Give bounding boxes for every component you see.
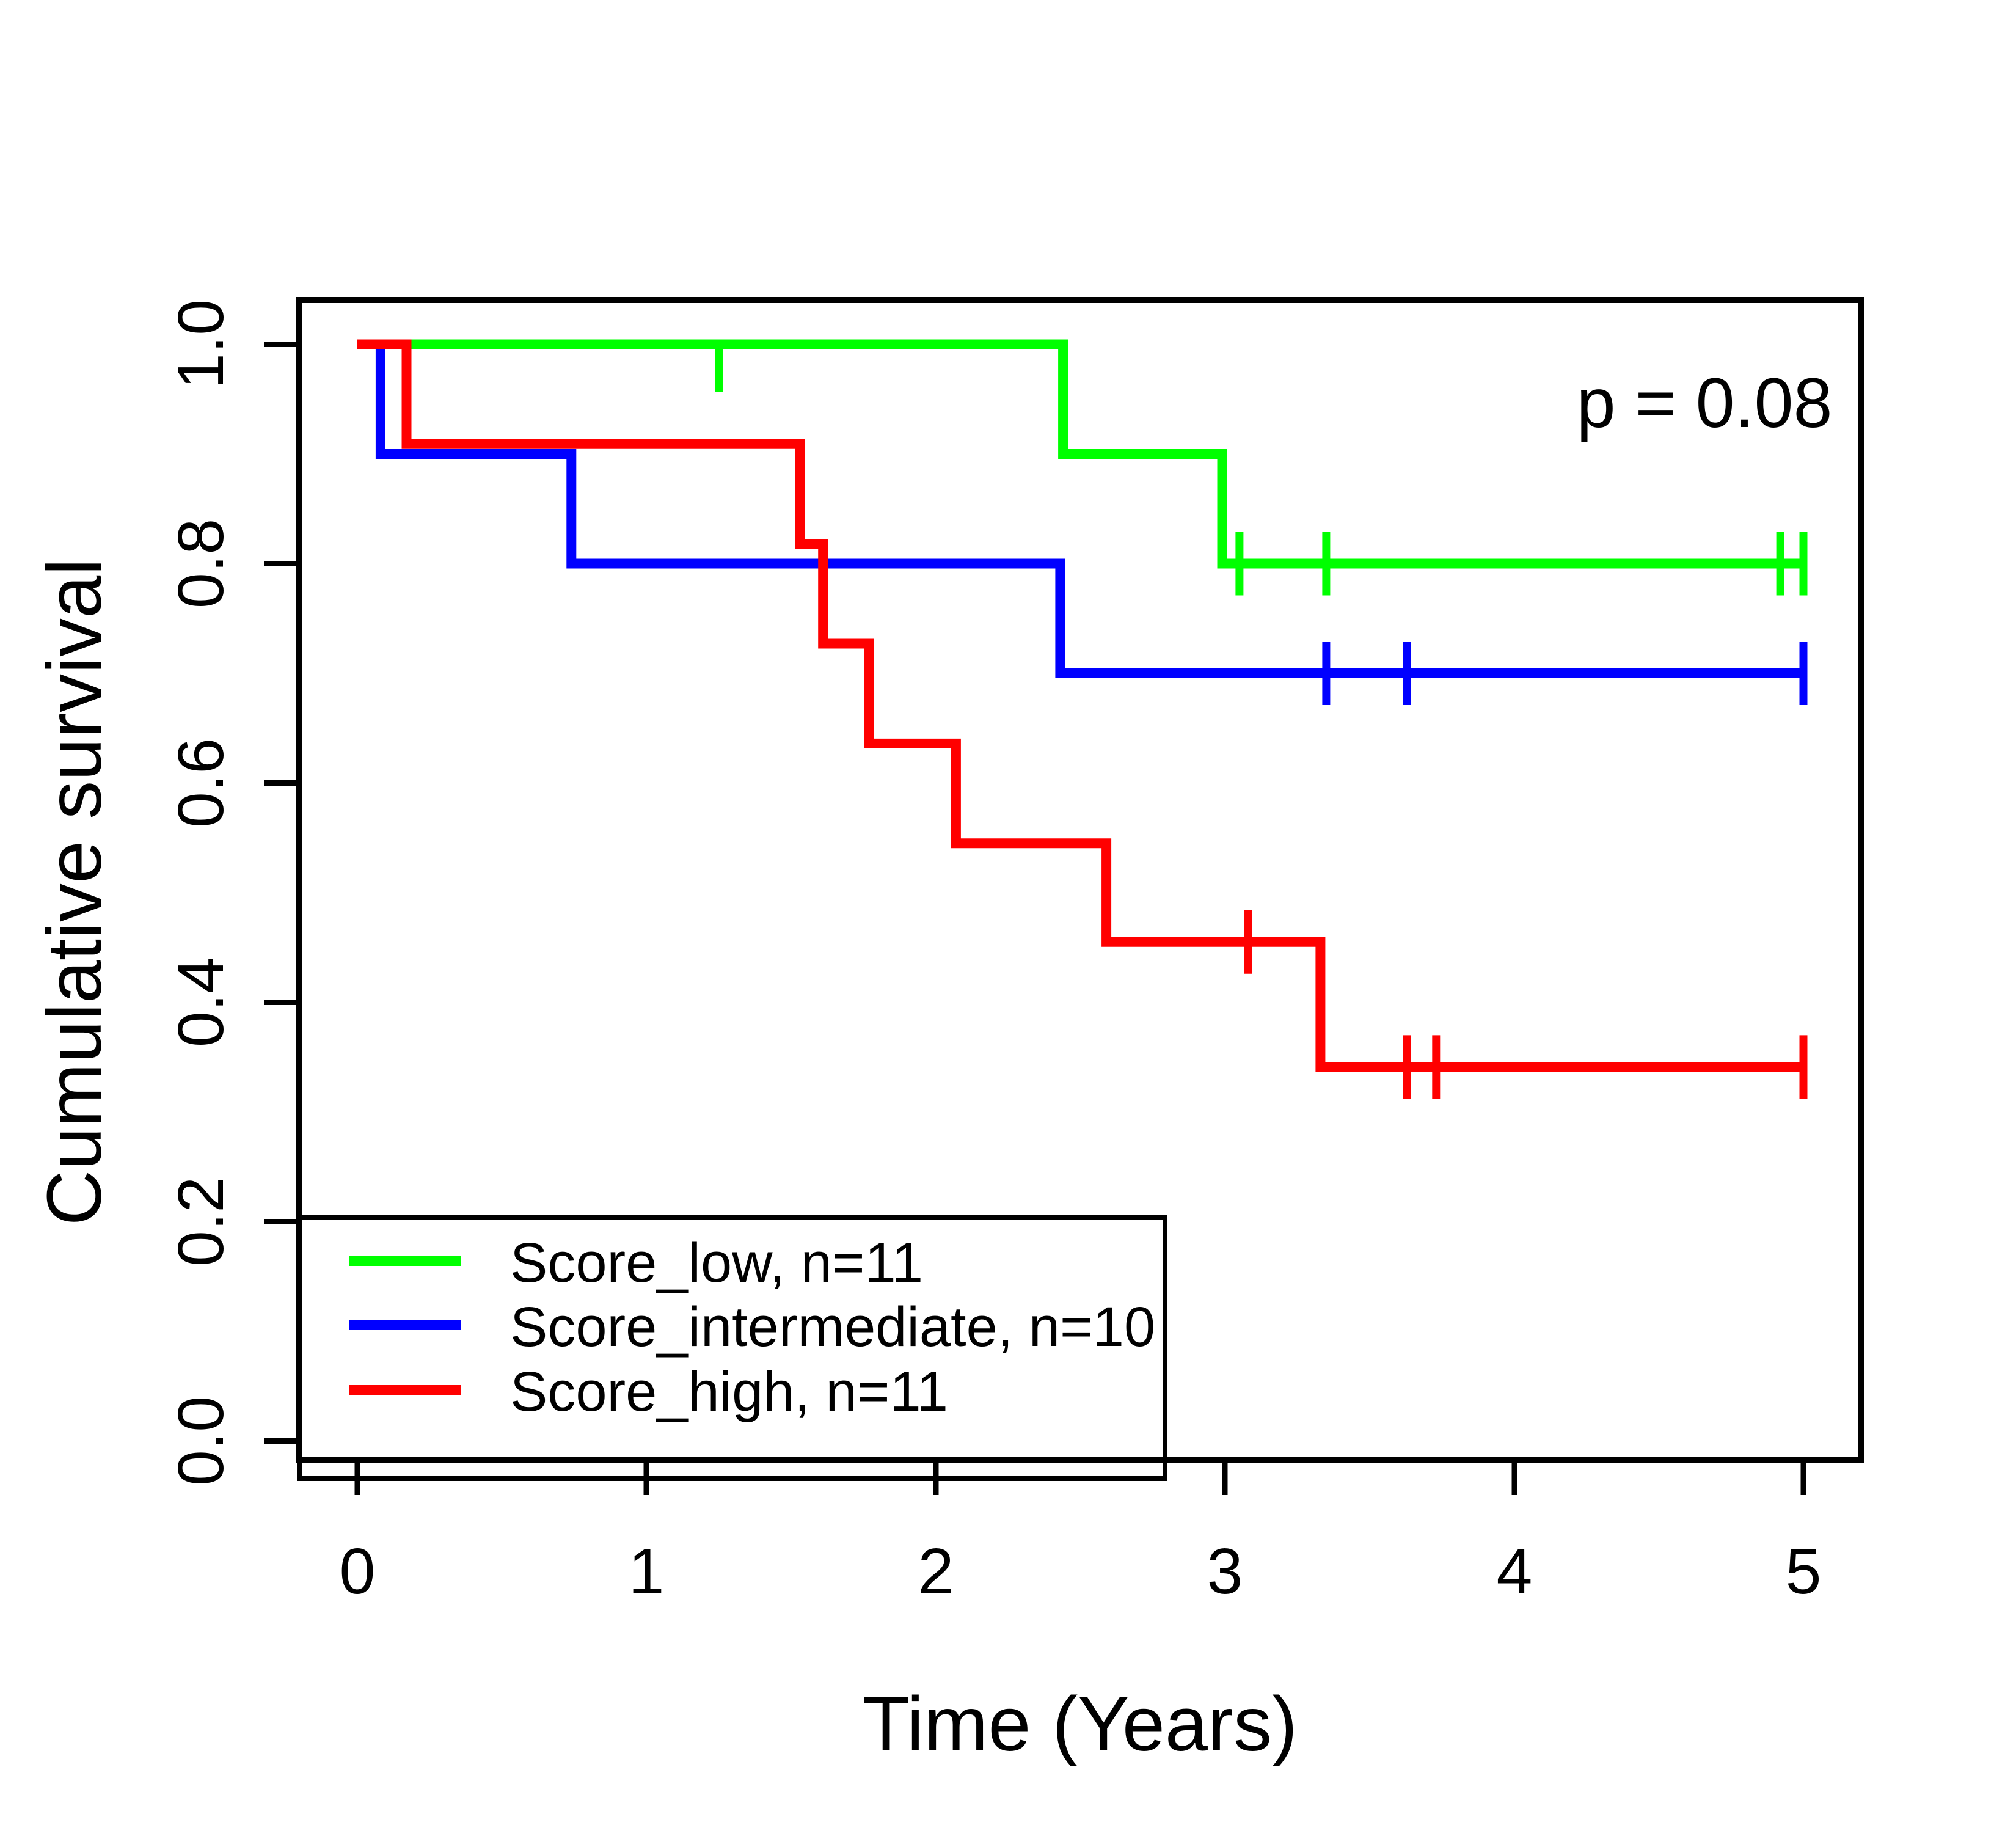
- y-tick-0.6: 0.6: [165, 738, 237, 828]
- y-tick-0.0: 0.0: [165, 1396, 237, 1486]
- x-axis-tick-labels: 0 1 2 3 4 5: [340, 1535, 1822, 1607]
- y-tick-0.8: 0.8: [165, 519, 237, 609]
- legend-label-score-high: Score_high, n=11: [510, 1361, 948, 1423]
- y-tick-1.0: 1.0: [165, 299, 237, 389]
- y-axis-ticks: [264, 342, 299, 1444]
- x-axis-title: Time (Years): [863, 1681, 1298, 1767]
- legend-label-score-intermediate: Score_intermediate, n=10: [510, 1296, 1155, 1358]
- x-tick-5: 5: [1786, 1535, 1822, 1607]
- x-tick-4: 4: [1497, 1535, 1533, 1607]
- y-axis-title: Cumulative survival: [31, 558, 117, 1226]
- y-tick-0.4: 0.4: [165, 957, 237, 1047]
- legend: Score_low, n=11 Score_intermediate, n=10…: [297, 1215, 1167, 1481]
- x-tick-3: 3: [1207, 1535, 1243, 1607]
- y-axis-tick-labels: 1.0 0.8 0.6 0.4 0.2 0.0: [165, 299, 237, 1486]
- p-value-annotation: p = 0.08: [1577, 364, 1833, 442]
- legend-label-score-low: Score_low, n=11: [510, 1232, 923, 1294]
- curve-2: [357, 339, 1803, 1072]
- legend-border: [297, 1215, 1167, 1481]
- survival-curves: [357, 339, 1808, 1099]
- plot-border: [296, 297, 1864, 1463]
- curve-0: [357, 339, 1803, 569]
- y-tick-0.2: 0.2: [165, 1177, 237, 1267]
- x-tick-0: 0: [340, 1535, 376, 1607]
- curve-1: [357, 339, 1803, 678]
- x-tick-1: 1: [629, 1535, 665, 1607]
- x-tick-2: 2: [918, 1535, 954, 1607]
